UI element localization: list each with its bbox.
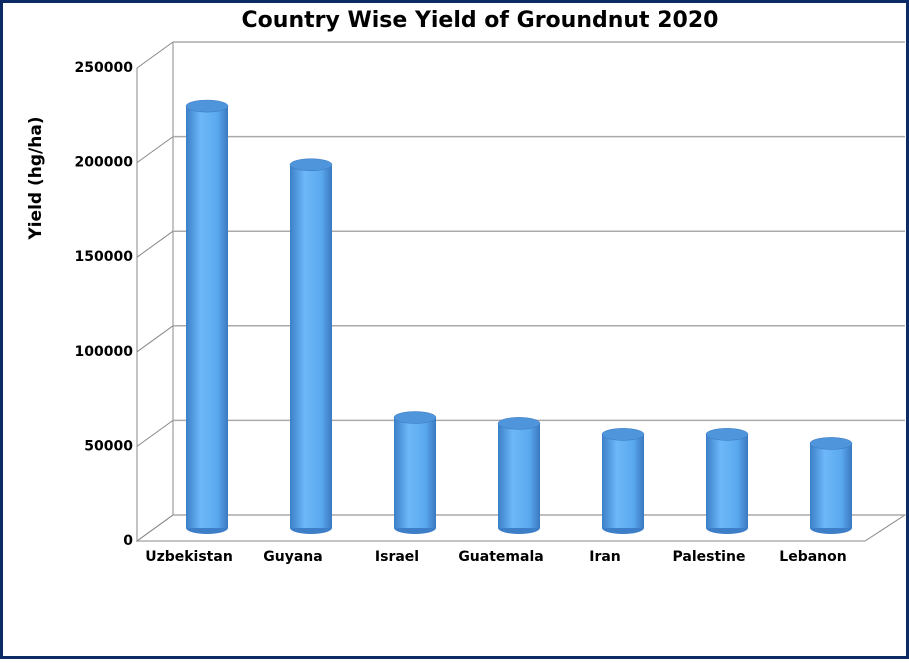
bar-top — [601, 428, 645, 441]
grid-diagonal — [136, 136, 174, 164]
bar — [394, 417, 436, 528]
bar-top — [705, 428, 749, 441]
bar — [186, 106, 228, 529]
y-tick-label: 150000 — [75, 249, 134, 265]
grid-diagonal — [136, 41, 174, 69]
bar — [498, 423, 540, 528]
x-tick-label: Lebanon — [779, 549, 846, 565]
bar — [290, 164, 332, 528]
grid-diagonal — [136, 514, 174, 542]
x-tick-label: Guatemala — [458, 549, 543, 565]
y-axis-label: Yield (hg/ha) — [26, 116, 46, 240]
grid-diagonal — [136, 419, 174, 447]
grid-diagonal — [136, 230, 174, 258]
y-tick-label: 200000 — [75, 155, 134, 171]
y-tick-label: 0 — [123, 533, 133, 549]
bar-top — [393, 411, 437, 424]
x-tick-label: Israel — [375, 549, 419, 565]
bar — [810, 443, 852, 528]
y-tick-label: 50000 — [84, 438, 133, 454]
x-tick-label: Guyana — [263, 549, 322, 565]
x-tick-label: Palestine — [673, 549, 746, 565]
bar — [602, 434, 644, 528]
bar-top — [185, 99, 229, 113]
bar — [706, 434, 748, 528]
bar-top — [497, 417, 541, 430]
x-tick-label: Uzbekistan — [145, 549, 233, 565]
y-tick-label: 250000 — [75, 60, 134, 76]
x-tick-label: Iran — [589, 549, 621, 565]
bar-top — [809, 437, 853, 450]
grid-diagonal — [136, 325, 174, 353]
chart-title: Country Wise Yield of Groundnut 2020 — [242, 8, 719, 33]
bar-top — [289, 158, 333, 171]
y-tick-label: 100000 — [75, 344, 134, 360]
